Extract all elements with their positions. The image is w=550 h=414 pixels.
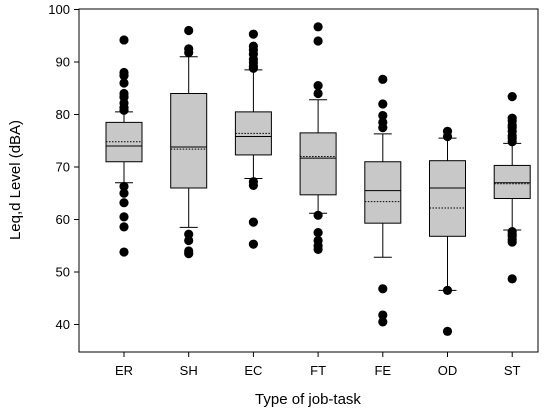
outlier-point [119,88,129,99]
outlier-point [119,247,129,257]
box-od [429,126,466,336]
outlier-point [184,235,194,246]
outlier-point [507,92,517,102]
x-tick-label: ER [115,363,133,378]
outlier-point [184,25,194,36]
outlier-point [184,246,194,256]
outlier-point [442,285,453,295]
outlier-point [378,74,388,84]
x-axis-title: Type of job-task [255,391,361,408]
outlier-point [184,229,194,239]
y-tick-label: 80 [56,107,70,122]
outlier-point [442,326,453,336]
y-tick-label: 40 [56,317,70,332]
outlier-point [313,22,323,32]
outlier-point [119,67,129,78]
outlier-point [507,274,517,284]
y-tick-label: 100 [48,2,70,17]
outlier-point [248,41,258,51]
outlier-point [248,239,258,249]
outlier-point [313,36,323,46]
outlier-point [442,126,453,136]
y-tick-label: 60 [56,212,70,227]
y-tick-label: 50 [56,265,70,280]
outlier-point [313,210,323,220]
outlier-point [378,310,388,320]
outlier-point [378,110,388,121]
outlier-point [119,181,129,192]
box-iqr [493,164,531,200]
outlier-point [184,44,194,54]
boxes-group [105,22,531,336]
outlier-point [119,78,129,88]
outlier-point [378,117,388,127]
outlier-point [119,212,129,222]
outlier-point [248,29,258,39]
x-axis: ER SH EC FT FE OD ST [115,352,521,378]
y-tick-label: 90 [56,55,70,70]
box-er [105,35,143,257]
outlier-point [248,177,258,187]
x-tick-label: SH [180,363,198,378]
box-iqr [170,93,208,189]
outlier-point [378,284,388,294]
outlier-point [507,226,517,237]
y-axis-title: Leq,d Level (dBA) [7,120,24,240]
x-tick-label: ST [504,363,521,378]
box-sh [170,25,208,259]
outlier-point [119,222,129,232]
box-ft [299,22,337,255]
box-iqr [364,161,402,224]
y-tick-label: 70 [56,160,70,175]
x-tick-label: EC [244,363,262,378]
x-tick-label: OD [438,363,458,378]
outlier-point [313,88,323,99]
box-iqr [299,132,337,196]
outlier-point [507,113,517,123]
outlier-point [313,81,323,91]
outlier-point [313,228,323,238]
box-ec [234,29,272,249]
box-st [493,92,531,284]
outlier-point [119,188,129,198]
plot-frame [78,8,539,353]
box-iqr [429,160,466,237]
box-fe [364,74,402,327]
outlier-point [313,235,323,246]
x-tick-label: FE [374,363,391,378]
x-tick-label: FT [310,363,326,378]
outlier-point [119,198,129,208]
outlier-point [119,35,129,45]
outlier-point [378,99,388,109]
outlier-point [378,317,388,327]
y-axis: 40 50 60 70 80 90 100 [48,2,79,332]
outlier-point [248,217,258,227]
